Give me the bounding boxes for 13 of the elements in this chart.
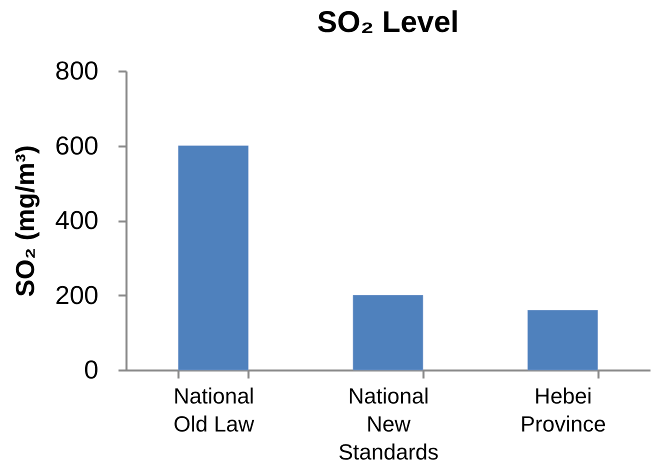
y-tick-label: 800 <box>55 56 98 86</box>
y-axis-title: SO₂ (mg/m³) <box>10 145 40 297</box>
y-tick-label: 200 <box>55 280 98 310</box>
x-tick-label: National Old Law <box>173 384 254 436</box>
y-tick-label: 600 <box>55 130 98 160</box>
x-tick-label: Hebei Province <box>520 384 606 436</box>
bar <box>178 146 249 370</box>
y-tick-label: 400 <box>55 205 98 235</box>
x-tick-label: National New Standards <box>338 384 439 464</box>
bar <box>527 310 598 370</box>
bar <box>352 295 424 370</box>
y-tick-label: 0 <box>84 354 98 384</box>
chart-title: SO₂ Level <box>317 6 459 39</box>
